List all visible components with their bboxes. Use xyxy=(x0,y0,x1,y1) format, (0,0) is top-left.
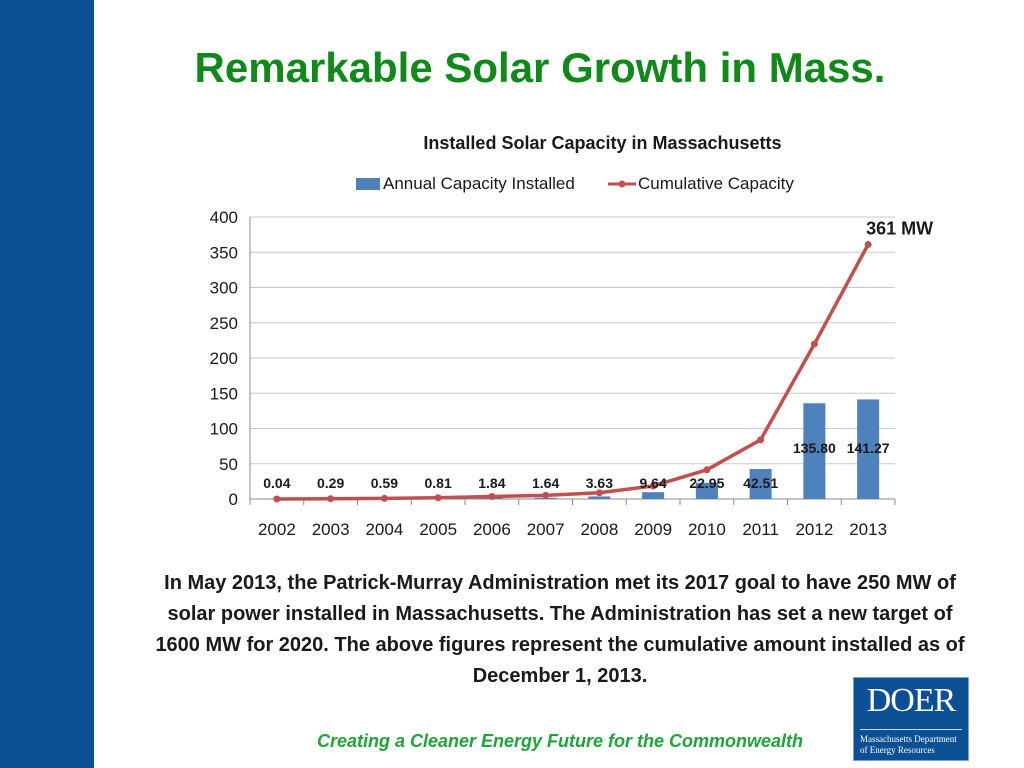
line-point xyxy=(327,495,335,503)
legend-bar-label: Annual Capacity Installed xyxy=(383,174,575,193)
bar-data-label: 9.64 xyxy=(640,475,667,491)
capacity-chart: Annual Capacity Installed Cumulative Cap… xyxy=(210,133,934,539)
y-tick-label: 250 xyxy=(210,314,238,333)
x-tick-label: 2010 xyxy=(688,520,726,539)
x-tick-label: 2008 xyxy=(580,520,618,539)
legend-line-marker xyxy=(618,180,626,188)
line-point xyxy=(757,436,765,444)
bar-data-label: 1.64 xyxy=(532,475,559,491)
y-tick-label: 150 xyxy=(210,384,238,403)
x-tick-label: 2013 xyxy=(849,520,887,539)
x-tick-label: 2005 xyxy=(419,520,457,539)
logo-subtitle-line1: Massachusetts Department xyxy=(860,734,957,744)
legend-bar-swatch xyxy=(356,178,380,190)
sidebar-band xyxy=(0,0,94,768)
summary-paragraph: In May 2013, the Patrick-Murray Administ… xyxy=(155,572,965,687)
line-point xyxy=(649,482,657,490)
y-tick-label: 300 xyxy=(210,279,238,298)
y-tick-label: 200 xyxy=(210,349,238,368)
slide-title: Remarkable Solar Growth in Mass. xyxy=(194,44,886,91)
bar-data-label: 1.84 xyxy=(478,475,505,491)
y-tick-label: 50 xyxy=(219,455,238,474)
y-tick-label: 400 xyxy=(210,208,238,227)
bar xyxy=(588,496,611,499)
line-point xyxy=(542,491,550,499)
line-point xyxy=(703,466,711,474)
line-point xyxy=(488,492,496,500)
y-tick-label: 350 xyxy=(210,243,238,262)
bar-data-label: 22.95 xyxy=(689,475,724,491)
line-point xyxy=(434,494,442,502)
x-tick-label: 2004 xyxy=(365,520,403,539)
doer-logo: DOER Massachusetts Department of Energy … xyxy=(853,677,969,761)
line-point xyxy=(810,340,818,348)
bar-data-label: 42.51 xyxy=(743,475,778,491)
bar-data-label: 135.80 xyxy=(793,440,836,456)
cumulative-line xyxy=(276,243,870,501)
logo-subtitle: Massachusetts Department of Energy Resou… xyxy=(860,734,964,756)
chart-title: Installed Solar Capacity in Massachusett… xyxy=(423,133,781,153)
chart-legend: Annual Capacity Installed Cumulative Cap… xyxy=(356,174,794,193)
bar xyxy=(803,403,826,499)
line-point xyxy=(380,494,388,502)
x-tick-label: 2012 xyxy=(795,520,833,539)
bar-data-label: 141.27 xyxy=(847,440,890,456)
logo-divider xyxy=(860,729,962,730)
bar-data-label: 0.29 xyxy=(317,475,344,491)
logo-subtitle-line2: of Energy Resources xyxy=(860,745,935,755)
bar-data-label: 0.59 xyxy=(371,475,398,491)
bar xyxy=(695,482,718,499)
x-tick-label: 2011 xyxy=(742,520,779,539)
bar xyxy=(642,492,665,499)
y-tick-label: 100 xyxy=(210,420,238,439)
x-tick-label: 2007 xyxy=(527,520,565,539)
x-tick-label: 2009 xyxy=(634,520,672,539)
y-tick-label: 0 xyxy=(229,490,238,509)
bar xyxy=(857,399,880,499)
tagline: Creating a Cleaner Energy Future for the… xyxy=(316,731,804,751)
bar-data-label: 3.63 xyxy=(586,475,613,491)
bar-data-label: 0.04 xyxy=(263,475,290,491)
x-tick-label: 2003 xyxy=(312,520,350,539)
bar-data-label: 0.81 xyxy=(425,475,452,491)
line-point xyxy=(273,495,281,503)
x-tick-label: 2006 xyxy=(473,520,511,539)
legend-line-label: Cumulative Capacity xyxy=(638,174,794,193)
line-point xyxy=(864,240,872,248)
logo-mark: DOER xyxy=(866,682,957,719)
bar xyxy=(749,469,772,499)
x-tick-label: 2002 xyxy=(258,520,296,539)
line-point xyxy=(595,489,603,497)
cumulative-annotation: 361 MW xyxy=(866,218,933,238)
